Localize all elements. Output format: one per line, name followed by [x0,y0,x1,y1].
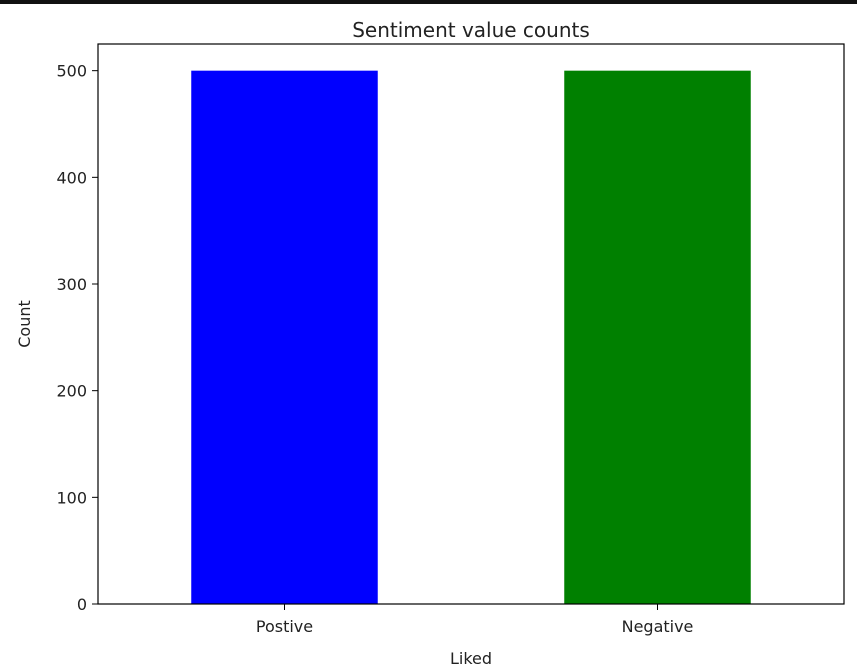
x-axis-ticks: Postive Negative [256,604,694,636]
bars-group [191,70,751,604]
bar-postive [191,70,378,604]
y-axis-ticks: 0 100 200 300 400 500 [56,62,98,614]
x-tick-label: Negative [622,617,694,636]
plot-frame [97,43,845,605]
y-tick-label: 500 [56,62,87,81]
window-top-border [0,0,857,4]
y-tick-label: 200 [56,382,87,401]
bar-negative [564,70,751,604]
y-axis-label: Count [15,300,34,348]
x-axis-label: Liked [450,649,492,668]
y-tick-label: 100 [56,488,87,507]
y-tick-label: 0 [77,595,87,614]
y-tick-label: 400 [56,168,87,187]
chart-title: Sentiment value counts [352,18,590,42]
x-tick-label: Postive [256,617,313,636]
y-tick-label: 300 [56,275,87,294]
